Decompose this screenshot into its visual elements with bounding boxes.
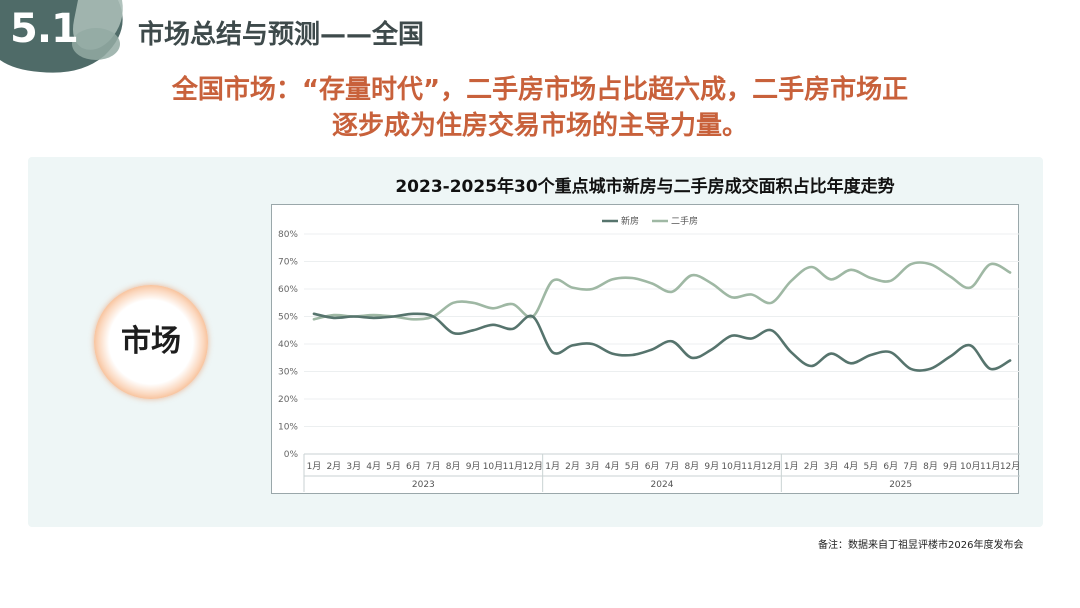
year-label: 2023 [412,480,435,490]
x-tick-label: 7月 [426,461,441,472]
x-tick-label: 5月 [625,461,640,472]
chart-canvas: 0% 10% 20% 30% 40% 50% 60% 70% 80% 1月 2月 3月 4月 5月 6月 7月… [278,215,1020,492]
x-tick-label: 11月 [980,461,1000,472]
x-tick-label: 2月 [804,461,819,472]
x-tick-label: 12月 [761,461,781,472]
headline: 全国市场：“存量时代”，二手房市场占比超六成，二手房市场正 逐步成为住房交易市场… [0,72,1080,144]
y-tick-label: 50% [278,313,298,323]
x-tick-label: 3月 [824,461,839,472]
y-tick-label: 80% [278,230,298,240]
x-tick-label: 11月 [503,461,523,472]
x-tick-label: 6月 [645,461,660,472]
x-tick-label: 6月 [883,461,898,472]
x-tick-label: 3月 [346,461,361,472]
x-tick-label: 1月 [545,461,560,472]
x-tick-label: 8月 [446,461,461,472]
headline-line-1: 全国市场：“存量时代”，二手房市场占比超六成，二手房市场正 [171,75,909,105]
y-tick-label: 0% [284,450,299,460]
x-tick-label: 8月 [923,461,938,472]
x-tick-label: 4月 [605,461,620,472]
x-tick-label: 7月 [665,461,680,472]
y-tick-label: 20% [278,395,298,405]
x-tick-label: 8月 [684,461,699,472]
x-tick-label: 9月 [466,461,481,472]
x-tick-label: 4月 [366,461,381,472]
series-line-second-hand [312,261,1012,321]
x-tick-label: 10月 [483,461,503,472]
y-tick-label: 10% [278,423,298,433]
x-tick-label: 12月 [1000,461,1020,472]
x-tick-label: 4月 [844,461,859,472]
x-tick-label: 7月 [903,461,918,472]
line-chart: 0% 10% 20% 30% 40% 50% 60% 70% 80% 1月 2月 3月 4月 5月 6月 7月… [271,204,1020,494]
corner-decoration [0,0,140,80]
y-tick-label: 60% [278,285,298,295]
x-tick-label: 2月 [326,461,341,472]
x-tick-label: 10月 [721,461,741,472]
y-tick-label: 70% [278,258,298,268]
badge-label: 市场 [121,324,181,359]
x-tick-label: 2月 [565,461,580,472]
x-tick-label: 5月 [386,461,401,472]
x-tick-label: 3月 [585,461,600,472]
year-label: 2024 [651,480,674,490]
y-tick-label: 30% [278,368,298,378]
source-note: 备注：数据来自丁祖昱评楼市2026年度发布会 [818,540,1024,551]
x-tick-label: 1月 [307,461,322,472]
x-tick-label: 5月 [863,461,878,472]
y-tick-label: 40% [278,340,298,350]
legend-label: 二手房 [671,215,698,227]
x-tick-label: 9月 [943,461,958,472]
x-tick-label: 11月 [741,461,761,472]
corner-shape [0,0,123,73]
section-number: 5.1 [10,6,79,52]
legend-label: 新房 [621,215,639,227]
headline-line-2: 逐步成为住房交易市场的主导力量。 [331,111,748,141]
x-tick-label: 10月 [960,461,980,472]
series-line-new-house [312,312,1012,372]
page-title: 市场总结与预测——全国 [138,20,425,50]
x-tick-label: 1月 [784,461,799,472]
x-tick-label: 12月 [522,461,542,472]
year-label: 2025 [889,480,912,490]
x-tick-label: 6月 [406,461,421,472]
chart-title: 2023-2025年30个重点城市新房与二手房成交面积占比年度走势 [395,177,895,197]
x-tick-label: 9月 [704,461,719,472]
badge-circle [94,285,208,399]
